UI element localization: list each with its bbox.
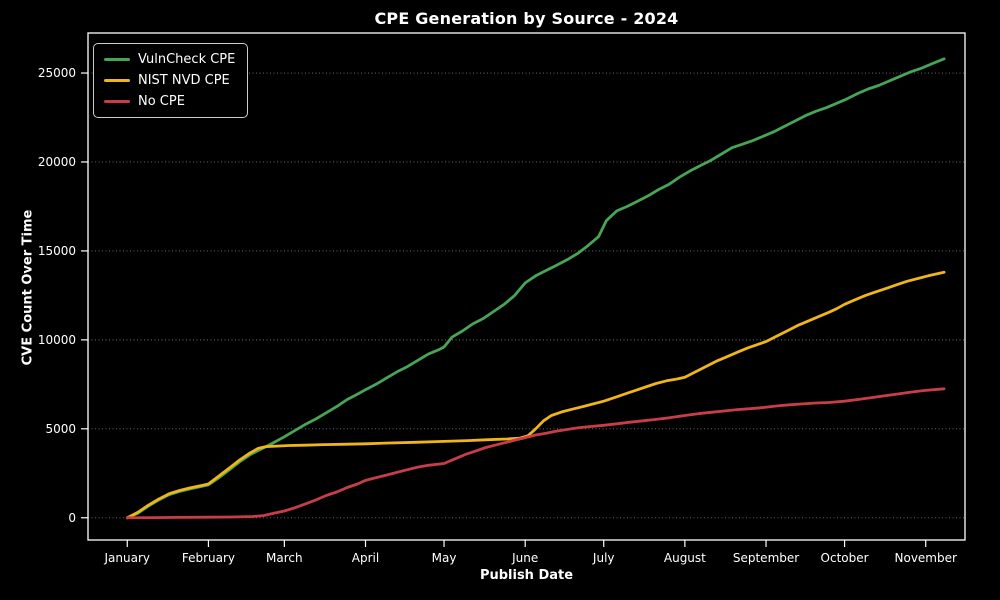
x-tick-label: May <box>432 551 457 565</box>
y-tick-label: 0 <box>68 511 76 525</box>
chart-title: CPE Generation by Source - 2024 <box>374 9 679 28</box>
series-line-vulncheck-cpe <box>125 57 946 520</box>
y-tick-label: 5000 <box>45 422 76 436</box>
x-tick-label: September <box>733 551 799 565</box>
y-tick-label: 20000 <box>38 155 76 169</box>
series-line-nist-nvd-cpe <box>125 270 946 520</box>
legend-item: VulnCheck CPE <box>104 51 235 68</box>
legend: VulnCheck CPE NIST NVD CPE No CPE <box>93 43 249 118</box>
x-tick-label: July <box>592 551 615 565</box>
legend-label: NIST NVD CPE <box>138 73 230 88</box>
x-tick-label: November <box>895 551 957 565</box>
x-tick-label: June <box>511 551 538 565</box>
legend-line-icon <box>104 100 130 103</box>
series-line-no-cpe <box>125 387 946 520</box>
legend-label: No CPE <box>138 94 185 109</box>
y-tick-label: 10000 <box>38 333 76 347</box>
legend-item: No CPE <box>104 93 235 110</box>
plot-spines <box>87 32 966 541</box>
x-tick-label: March <box>266 551 303 565</box>
legend-line-icon <box>104 58 130 61</box>
x-tick-label: April <box>352 551 379 565</box>
x-tick-label: August <box>664 551 706 565</box>
x-axis-title: Publish Date <box>479 568 574 583</box>
legend-item: NIST NVD CPE <box>104 72 235 89</box>
x-tick-label: January <box>104 551 151 565</box>
legend-label: VulnCheck CPE <box>138 52 236 67</box>
x-tick-label: October <box>821 551 869 565</box>
y-tick-label: 15000 <box>38 244 76 258</box>
legend-line-icon <box>104 79 130 82</box>
x-tick-label: February <box>182 551 235 565</box>
y-tick-label: 25000 <box>38 66 76 80</box>
